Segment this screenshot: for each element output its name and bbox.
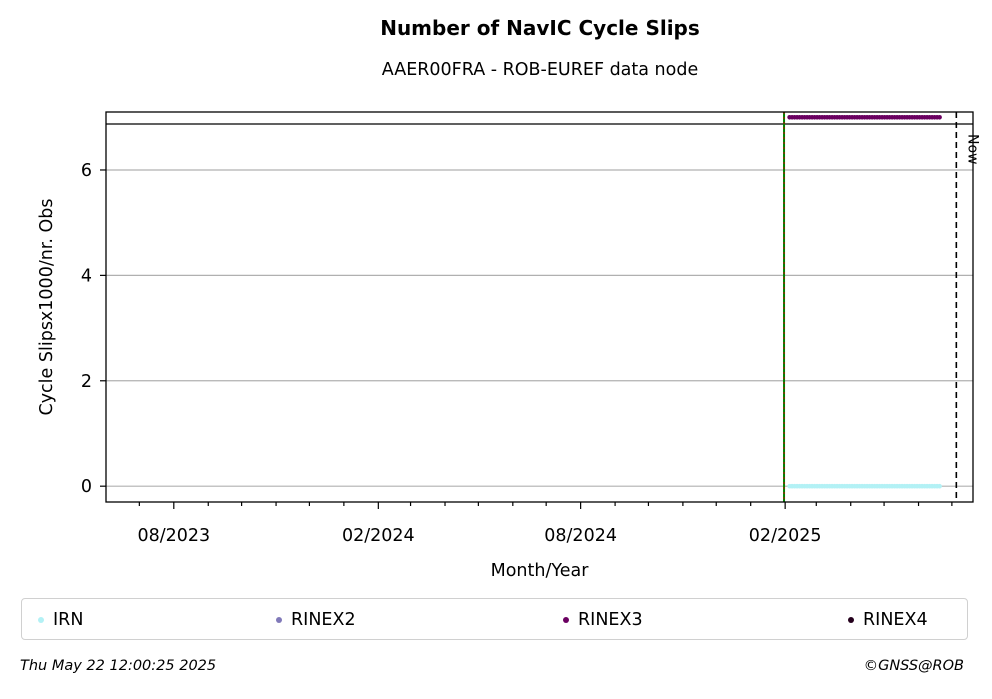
legend-item-rinex2: RINEX2 bbox=[276, 599, 356, 641]
series-irn bbox=[787, 483, 942, 489]
x-tick-label: 08/2023 bbox=[137, 526, 210, 546]
footer-credit: ©GNSS@ROB bbox=[863, 658, 964, 674]
chart-area: 0 2 4 6 08/2023 02/2024 08/2024 02/2025 Now Month… bbox=[37, 111, 980, 581]
legend-marker-rinex2 bbox=[276, 617, 282, 623]
x-axis-label: Month/Year bbox=[491, 561, 590, 581]
legend-label-rinex3: RINEX3 bbox=[578, 610, 643, 630]
plot-frame bbox=[105, 111, 974, 503]
legend-marker-rinex4 bbox=[848, 617, 854, 623]
y-tick-label: 6 bbox=[81, 161, 92, 181]
chart-title: Number of NavIC Cycle Slips bbox=[380, 16, 700, 40]
legend-label-irn: IRN bbox=[53, 610, 84, 630]
chart-subtitle: AAER00FRA - ROB-EUREF data node bbox=[381, 60, 699, 80]
legend-item-rinex4: RINEX4 bbox=[848, 599, 928, 641]
legend-item-irn: IRN bbox=[38, 599, 83, 641]
legend: IRN RINEX2 RINEX3 RINEX4 bbox=[21, 598, 968, 640]
series-rinex3 bbox=[787, 115, 942, 120]
x-tick-label: 02/2024 bbox=[342, 526, 415, 546]
x-tick-label: 02/2025 bbox=[749, 526, 822, 546]
legend-item-rinex3: RINEX3 bbox=[563, 599, 643, 641]
legend-marker-irn bbox=[38, 617, 44, 623]
y-tick-label: 0 bbox=[81, 477, 92, 497]
legend-marker-rinex3 bbox=[563, 617, 569, 623]
data-point-irn bbox=[937, 483, 942, 489]
now-label: Now bbox=[964, 134, 980, 165]
y-tick-label: 4 bbox=[81, 266, 92, 286]
y-axis-label: Cycle Slipsx1000/nr. Obs bbox=[37, 198, 57, 415]
legend-label-rinex4: RINEX4 bbox=[863, 610, 928, 630]
footer-timestamp: Thu May 22 12:00:25 2025 bbox=[20, 658, 217, 674]
legend-label-rinex2: RINEX2 bbox=[291, 610, 356, 630]
data-point-rinex3 bbox=[937, 115, 942, 120]
y-tick-label: 2 bbox=[81, 372, 92, 392]
x-tick-label: 08/2024 bbox=[544, 526, 617, 546]
